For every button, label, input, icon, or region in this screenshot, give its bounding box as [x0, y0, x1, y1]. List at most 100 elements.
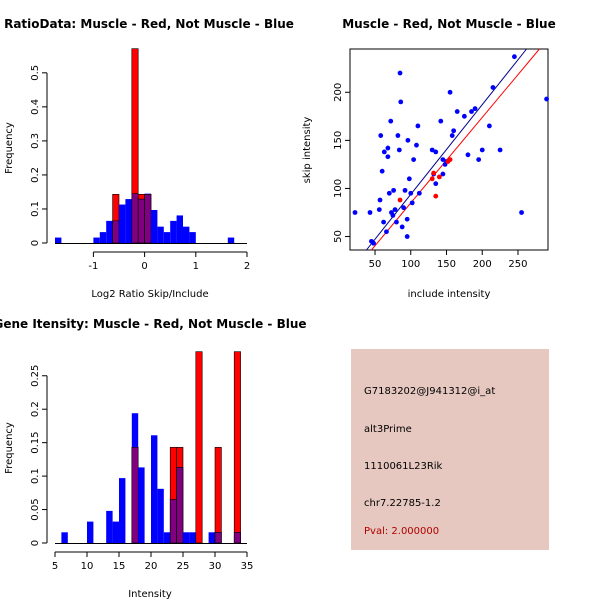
not-muscle-bar: [170, 220, 177, 243]
ratio-histogram-xlabel: Log2 Ratio Skip/Include: [91, 289, 208, 300]
overlap-bar: [233, 531, 241, 544]
y-tick-label: 0.1: [30, 201, 41, 217]
not-muscle-bar: [157, 226, 164, 243]
not-muscle-point: [472, 106, 478, 112]
intensity-histogram-xlabel: Intensity: [128, 589, 172, 600]
not-muscle-bar: [151, 435, 158, 543]
overlap-bar: [131, 447, 139, 544]
not-muscle-point: [381, 219, 386, 225]
x-tick-label: 0: [141, 261, 147, 272]
not-muscle-point: [388, 118, 394, 124]
ratio-histogram: RatioData: Muscle - Red, Not Muscle - Bl…: [4, 17, 294, 300]
not-muscle-bar: [176, 215, 183, 243]
x-tick-label: 200: [473, 259, 492, 270]
overlap-bar: [214, 531, 222, 544]
not-muscle-bar: [55, 237, 62, 243]
y-tick-label: 0.3: [30, 133, 41, 149]
y-tick-label: 0.5: [30, 65, 41, 81]
not-muscle-point: [404, 216, 410, 222]
not-muscle-point: [402, 187, 408, 193]
y-tick-label: 0.2: [30, 167, 41, 183]
x-tick-label: 20: [145, 561, 158, 572]
y-tick-label: 0.05: [30, 498, 41, 520]
muscle-point: [431, 170, 437, 176]
not-muscle-point: [461, 113, 467, 119]
not-muscle-point: [394, 219, 399, 225]
not-muscle-bar: [119, 478, 126, 543]
y-tick-label: 0.2: [30, 401, 41, 417]
muscle-point: [433, 193, 439, 199]
scatter-title: Muscle - Red, Not Muscle - Blue: [342, 17, 556, 31]
not-muscle-bar: [189, 532, 196, 543]
not-muscle-point: [386, 190, 392, 196]
ratio-histogram-title: RatioData: Muscle - Red, Not Muscle - Bl…: [4, 17, 294, 31]
not-muscle-point: [391, 187, 397, 193]
not-muscle-point: [405, 137, 411, 143]
not-muscle-point: [376, 207, 382, 213]
not-muscle-point: [447, 89, 453, 95]
y-tick-label: 0: [30, 540, 41, 546]
muscle-point: [436, 174, 442, 180]
y-tick-label: 0.4: [30, 99, 41, 115]
y-tick-label: 0.15: [30, 432, 41, 454]
ratio-histogram-ylabel: Frequency: [4, 122, 15, 174]
not-muscle-point: [379, 168, 385, 174]
probe-info-panel: G7183202@J941312@i_at alt3Prime 1110061L…: [351, 349, 549, 550]
not-muscle-point: [381, 149, 387, 155]
not-muscle-bar: [106, 510, 113, 543]
x-tick-label: 50: [369, 259, 382, 270]
intensity-scatter: Muscle - Red, Not Muscle - Blue include …: [302, 17, 556, 300]
muscle-bar: [195, 351, 203, 544]
not-muscle-point: [395, 133, 401, 138]
gene-name: 1110061L23Rik: [364, 461, 443, 472]
x-tick-label: 10: [81, 561, 94, 572]
probe-id: G7183202@J941312@i_at: [364, 386, 496, 397]
not-muscle-bar: [125, 199, 132, 243]
muscle-point: [429, 176, 435, 182]
x-tick-label: 35: [241, 561, 254, 572]
y-tick-label: 0.25: [30, 365, 41, 387]
not-muscle-point: [414, 142, 419, 148]
not-muscle-point: [384, 229, 389, 235]
not-muscle-point: [490, 85, 496, 90]
not-muscle-point: [465, 152, 471, 158]
intensity-histogram-ylabel: Frequency: [4, 422, 15, 474]
not-muscle-point: [392, 207, 398, 213]
not-muscle-point: [396, 147, 402, 153]
not-muscle-bar: [163, 532, 171, 543]
x-tick-label: -1: [88, 261, 98, 272]
not-muscle-point: [406, 176, 412, 182]
not-muscle-point: [377, 197, 383, 203]
not-muscle-bar: [93, 237, 100, 243]
overlap-bar: [169, 499, 177, 544]
not-muscle-bar: [208, 532, 215, 543]
not-muscle-bar: [151, 209, 158, 243]
not-muscle-point: [385, 154, 391, 160]
intensity-histogram-title: Gene Itensity: Muscle - Red, Not Muscle …: [0, 317, 307, 331]
muscle-bar: [214, 447, 222, 544]
not-muscle-point: [367, 210, 373, 215]
overlap-bar: [112, 220, 120, 244]
not-muscle-point: [404, 234, 410, 239]
overlap-bar: [137, 198, 145, 244]
not-muscle-bar: [157, 488, 164, 543]
x-tick-label: 5: [52, 561, 58, 572]
overlap-bar: [131, 193, 139, 244]
not-muscle-point: [398, 99, 404, 105]
not-muscle-point: [433, 181, 439, 187]
fit-line: [366, 48, 527, 251]
not-muscle-point: [440, 171, 446, 177]
not-muscle-point: [378, 133, 384, 138]
not-muscle-point: [454, 109, 460, 114]
not-muscle-point: [497, 147, 503, 153]
y-tick-label: 200: [333, 83, 344, 102]
chromosome-location: chr7.22785-1.2: [364, 498, 441, 509]
fit-line: [371, 48, 540, 251]
y-tick-label: 150: [333, 131, 344, 150]
overlap-bar: [144, 194, 152, 244]
not-muscle-point: [519, 210, 524, 215]
not-muscle-point: [399, 224, 405, 230]
not-muscle-point: [415, 123, 421, 129]
not-muscle-point: [409, 200, 415, 206]
not-muscle-bar: [106, 220, 113, 243]
